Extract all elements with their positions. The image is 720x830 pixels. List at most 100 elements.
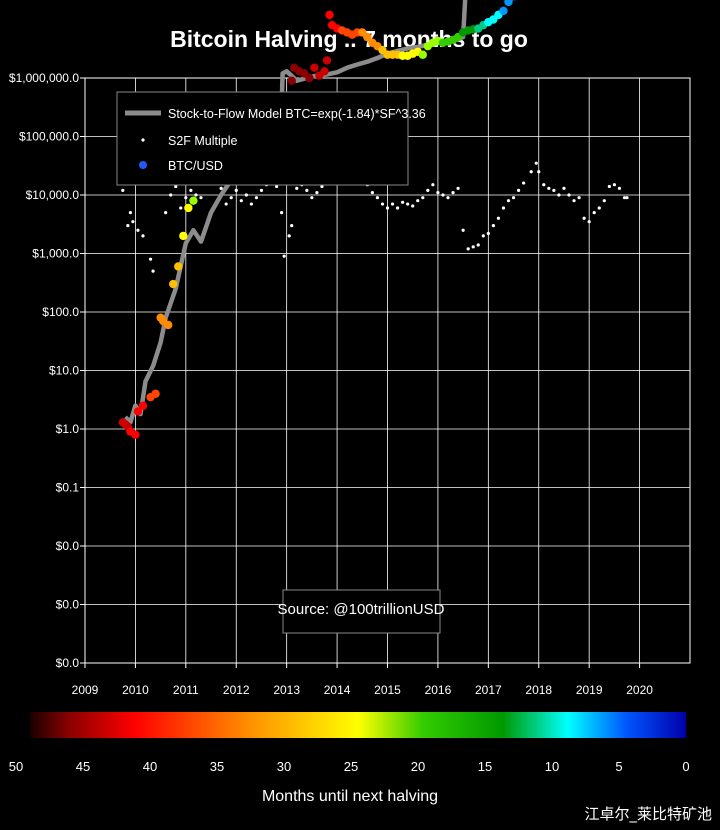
s2f-multiple-point [131,220,135,224]
s2f-multiple-point [534,161,538,165]
y-tick-label: $100,000.0 [19,130,79,144]
s2f-multiple-point [625,196,629,200]
x-tick-label: 2010 [122,683,149,697]
s2f-multiple-point [547,186,551,190]
y-tick-label: $0.0 [56,656,80,670]
s2f-multiple-point [254,196,259,200]
btc-usd-point [169,279,178,289]
x-tick-label: 2016 [425,683,452,697]
btc-usd-point [184,203,193,213]
s2f-multiple-point [557,193,561,197]
s2f-multiple-point [148,257,153,261]
s2f-multiple-point [219,186,223,190]
s2f-multiple-point [592,211,596,215]
x-tick-label: 2009 [72,683,99,697]
y-tick-label: $1,000.0 [32,247,79,261]
s2f-multiple-point [151,269,155,273]
s2f-multiple-point [602,199,606,203]
s2f-multiple-point [562,186,566,190]
s2f-multiple-point [169,193,173,197]
s2f-multiple-point [128,211,132,215]
x-tick-label: 2012 [223,683,250,697]
s2f-multiple-point [121,188,125,192]
s2f-multiple-point [315,190,319,195]
s2f-multiple-point [194,193,198,197]
y-tick-label: $10,000.0 [26,188,80,202]
s2f-multiple-point [310,196,314,200]
colorbar-label: Months until next halving [262,788,438,805]
s2f-multiple-point [174,184,178,189]
s2f-multiple-point [179,206,183,210]
watermark-text: 江卓尔_莱比特矿池 [584,805,712,823]
s2f-multiple-point [290,223,294,228]
y-tick-label: $1.0 [56,422,80,436]
s2f-multiple-point [511,196,516,200]
s2f-multiple-point [244,193,248,197]
s2f-multiple-point [567,193,571,197]
s2f-multiple-point [239,199,243,203]
s2f-multiple-point [287,234,291,238]
colorbar-tick-label: 40 [143,759,157,774]
colorbar-tick-label: 20 [411,759,425,774]
s2f-multiple-point [496,216,501,220]
y-tick-label: $0.0 [56,598,80,612]
s2f-multiple-point [481,234,485,238]
legend-box [116,91,409,186]
s2f-multiple-point [234,188,238,192]
s2f-multiple-point [141,234,145,238]
btc-usd-point [322,56,332,65]
s2f-multiple-point [416,199,420,203]
s2f-multiple-point [506,199,511,203]
colorbar-tick-label: 0 [682,759,689,774]
s2f-multiple-point [529,170,533,174]
btc-usd-point [305,73,314,83]
s2f-multiple-point [229,196,233,200]
btc-usd-point [163,320,173,330]
s2f-multiple-point [184,196,188,200]
colorbar [30,712,686,738]
s2f-multiple-point [476,243,480,247]
x-tick-label: 2015 [374,683,401,697]
btc-usd-point [325,10,334,20]
s2f-multiple-point [189,188,193,192]
y-tick-label: $1,000,000.0 [9,71,79,85]
legend-dot-swatch [139,161,147,169]
s2f-multiple-point [491,223,495,228]
x-tick-label: 2017 [475,683,502,697]
x-tick-label: 2020 [626,683,653,697]
legend-label-btc-usd: BTC/USD [168,159,223,173]
colorbar-tick-label: 50 [9,759,23,774]
s2f-multiple-point [274,184,279,189]
s2f-multiple-point [406,202,410,206]
s2f-multiple-point [451,190,455,195]
colorbar-tick-label: 15 [478,759,492,774]
s2f-multiple-point [280,211,284,215]
s2f-multiple-point [385,206,390,210]
colorbar-tick-label: 5 [615,759,622,774]
s2f-multiple-point [259,188,264,192]
btc-usd-point [133,407,143,416]
s2f-multiple-point [295,186,299,190]
s2f-multiple-point [401,200,405,204]
source-box [282,589,441,634]
x-tick-label: 2019 [576,683,603,697]
y-tick-label: $0.0 [56,539,80,553]
s2f-multiple-point [622,196,627,200]
s2f-multiple-point [607,184,611,189]
s2f-multiple-point [375,196,380,200]
legend: Stock-to-Flow Model BTC=exp(-1.84)*SF^3.… [116,91,426,186]
s2f-multiple-point [136,228,140,232]
s2f-multiple-point [552,188,556,192]
source-text: Source: @100trillionUSD [278,601,445,618]
legend-dot-small-swatch [141,138,145,142]
s2f-multiple-point [282,254,286,258]
colorbar-tick-label: 10 [545,759,559,774]
x-tick-label: 2018 [525,683,552,697]
s2f-multiple-point [537,170,541,174]
s2f-multiple-point [617,186,622,190]
s2f-multiple-point [587,220,591,224]
s2f-multiple-point [516,188,521,192]
x-tick-label: 2013 [273,683,300,697]
series [118,0,629,439]
